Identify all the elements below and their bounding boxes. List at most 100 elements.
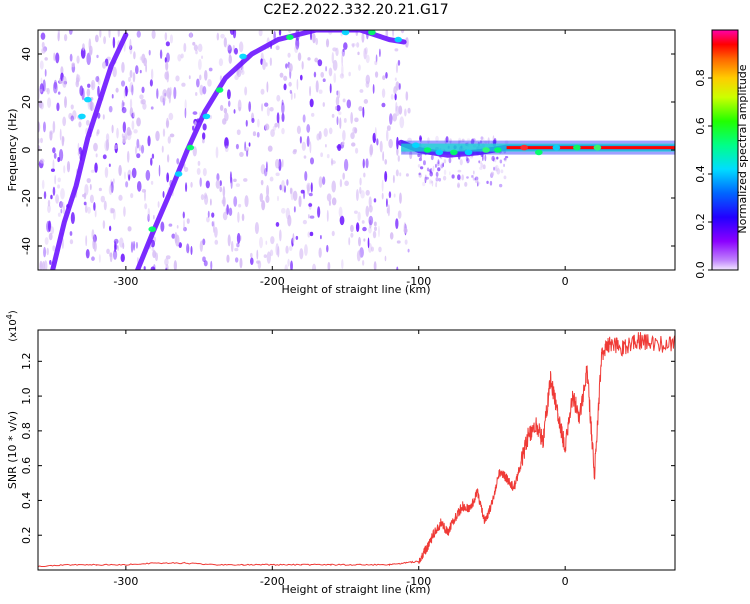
top-noise-blob	[90, 79, 96, 91]
top-noise-blob	[131, 120, 135, 131]
top-noise-blob	[350, 111, 354, 124]
top-noise-blob	[116, 127, 119, 139]
top-noise-blob	[278, 30, 282, 36]
top-noise-blob	[356, 250, 361, 262]
top-noise-blob	[87, 83, 91, 88]
top-noise-blob	[100, 195, 106, 203]
top-noise-blob	[341, 64, 344, 77]
top-noise-blob	[372, 83, 375, 94]
top-noise-blob	[226, 204, 229, 215]
top-noise-blob	[374, 127, 377, 139]
top-noise-blob	[318, 89, 323, 94]
top-noise-blob	[288, 81, 292, 87]
top-noise-blob	[196, 78, 200, 88]
top-noise-blob	[166, 172, 170, 183]
top-noise-blob	[161, 145, 164, 153]
top-noise-blob	[53, 152, 57, 159]
top-noise-blob	[325, 144, 327, 148]
top-noise-blob	[113, 238, 119, 245]
top-noise-blob	[261, 200, 266, 211]
top-noise-blob	[141, 188, 147, 193]
top-noise-blob	[123, 206, 126, 217]
top-noise-blob	[40, 32, 46, 40]
top-noise-blob	[285, 207, 291, 220]
top-noise-blob	[334, 106, 338, 110]
top-noise-blob	[128, 76, 131, 82]
top-noise-blob	[482, 164, 486, 170]
top-noise-blob	[256, 131, 260, 138]
top-noise-blob	[326, 153, 330, 159]
top-noise-blob	[82, 43, 85, 51]
top-noise-blob	[223, 37, 227, 48]
top-noise-blob	[300, 189, 305, 194]
top-noise-blob	[312, 263, 317, 270]
top-noise-blob	[388, 113, 393, 125]
top-noise-blob	[103, 200, 107, 211]
top-noise-blob	[139, 56, 143, 61]
top-noise-blob	[206, 216, 210, 223]
top-noise-blob	[173, 260, 177, 270]
top-noise-blob	[167, 87, 170, 98]
top-noise-blob	[357, 51, 360, 56]
top-noise-blob	[227, 100, 231, 107]
top-noise-blob	[339, 73, 345, 79]
top-noise-blob	[132, 111, 135, 118]
top-noise-blob	[266, 184, 270, 198]
top-noise-blob	[140, 144, 145, 154]
top-noise-blob	[62, 75, 67, 88]
top-noise-blob	[89, 49, 93, 56]
top-noise-blob	[504, 140, 509, 145]
top-noise-blob	[117, 245, 119, 252]
top-noise-blob	[288, 63, 293, 73]
top-hotspot	[520, 144, 528, 151]
top-noise-blob	[332, 59, 338, 71]
top-hotspot	[535, 149, 543, 156]
top-noise-blob	[295, 37, 300, 50]
top-noise-blob	[136, 30, 141, 38]
top-noise-blob	[358, 106, 363, 112]
top-noise-blob	[399, 192, 402, 204]
top-noise-blob	[169, 133, 175, 138]
colorbar-tick-label: 0.8	[694, 69, 707, 87]
top-noise-blob	[390, 93, 394, 100]
top-noise-blob	[42, 79, 46, 92]
top-noise-blob	[311, 112, 315, 117]
top-noise-blob	[233, 109, 236, 114]
top-noise-blob	[121, 80, 126, 87]
top-noise-blob	[62, 205, 66, 215]
top-noise-blob	[224, 145, 229, 153]
top-noise-blob	[39, 158, 45, 164]
top-noise-blob	[151, 153, 155, 159]
top-noise-blob	[384, 255, 387, 262]
top-noise-blob	[466, 138, 471, 142]
top-hotspot	[148, 226, 157, 232]
bottom-xtick-label: -300	[113, 575, 138, 588]
bottom-ytick-label: 1.0	[20, 387, 33, 405]
top-noise-blob	[381, 179, 384, 192]
top-noise-blob	[147, 135, 151, 147]
top-noise-blob	[457, 174, 461, 181]
bottom-ylabel: SNR (10 * v/v)	[6, 411, 19, 489]
top-noise-blob	[192, 111, 198, 115]
top-noise-blob	[325, 66, 327, 72]
top-noise-blob	[226, 43, 232, 51]
top-noise-blob	[154, 252, 159, 262]
top-noise-blob	[436, 162, 439, 167]
top-noise-blob	[226, 254, 230, 263]
top-noise-blob	[105, 133, 110, 142]
top-noise-blob	[127, 130, 133, 136]
top-noise-blob	[121, 106, 127, 114]
top-noise-blob	[480, 136, 484, 140]
top-noise-blob	[269, 176, 274, 182]
top-hotspot	[412, 142, 420, 148]
top-noise-blob	[43, 191, 47, 200]
top-noise-blob	[317, 206, 321, 218]
top-noise-blob	[70, 115, 74, 122]
top-noise-blob	[310, 182, 313, 193]
top-noise-blob	[337, 143, 342, 152]
top-noise-blob	[200, 194, 205, 201]
top-noise-blob	[405, 173, 409, 177]
top-noise-blob	[159, 95, 164, 103]
bottom-multiplier: (x104)	[5, 310, 19, 342]
top-noise-blob	[245, 119, 248, 127]
